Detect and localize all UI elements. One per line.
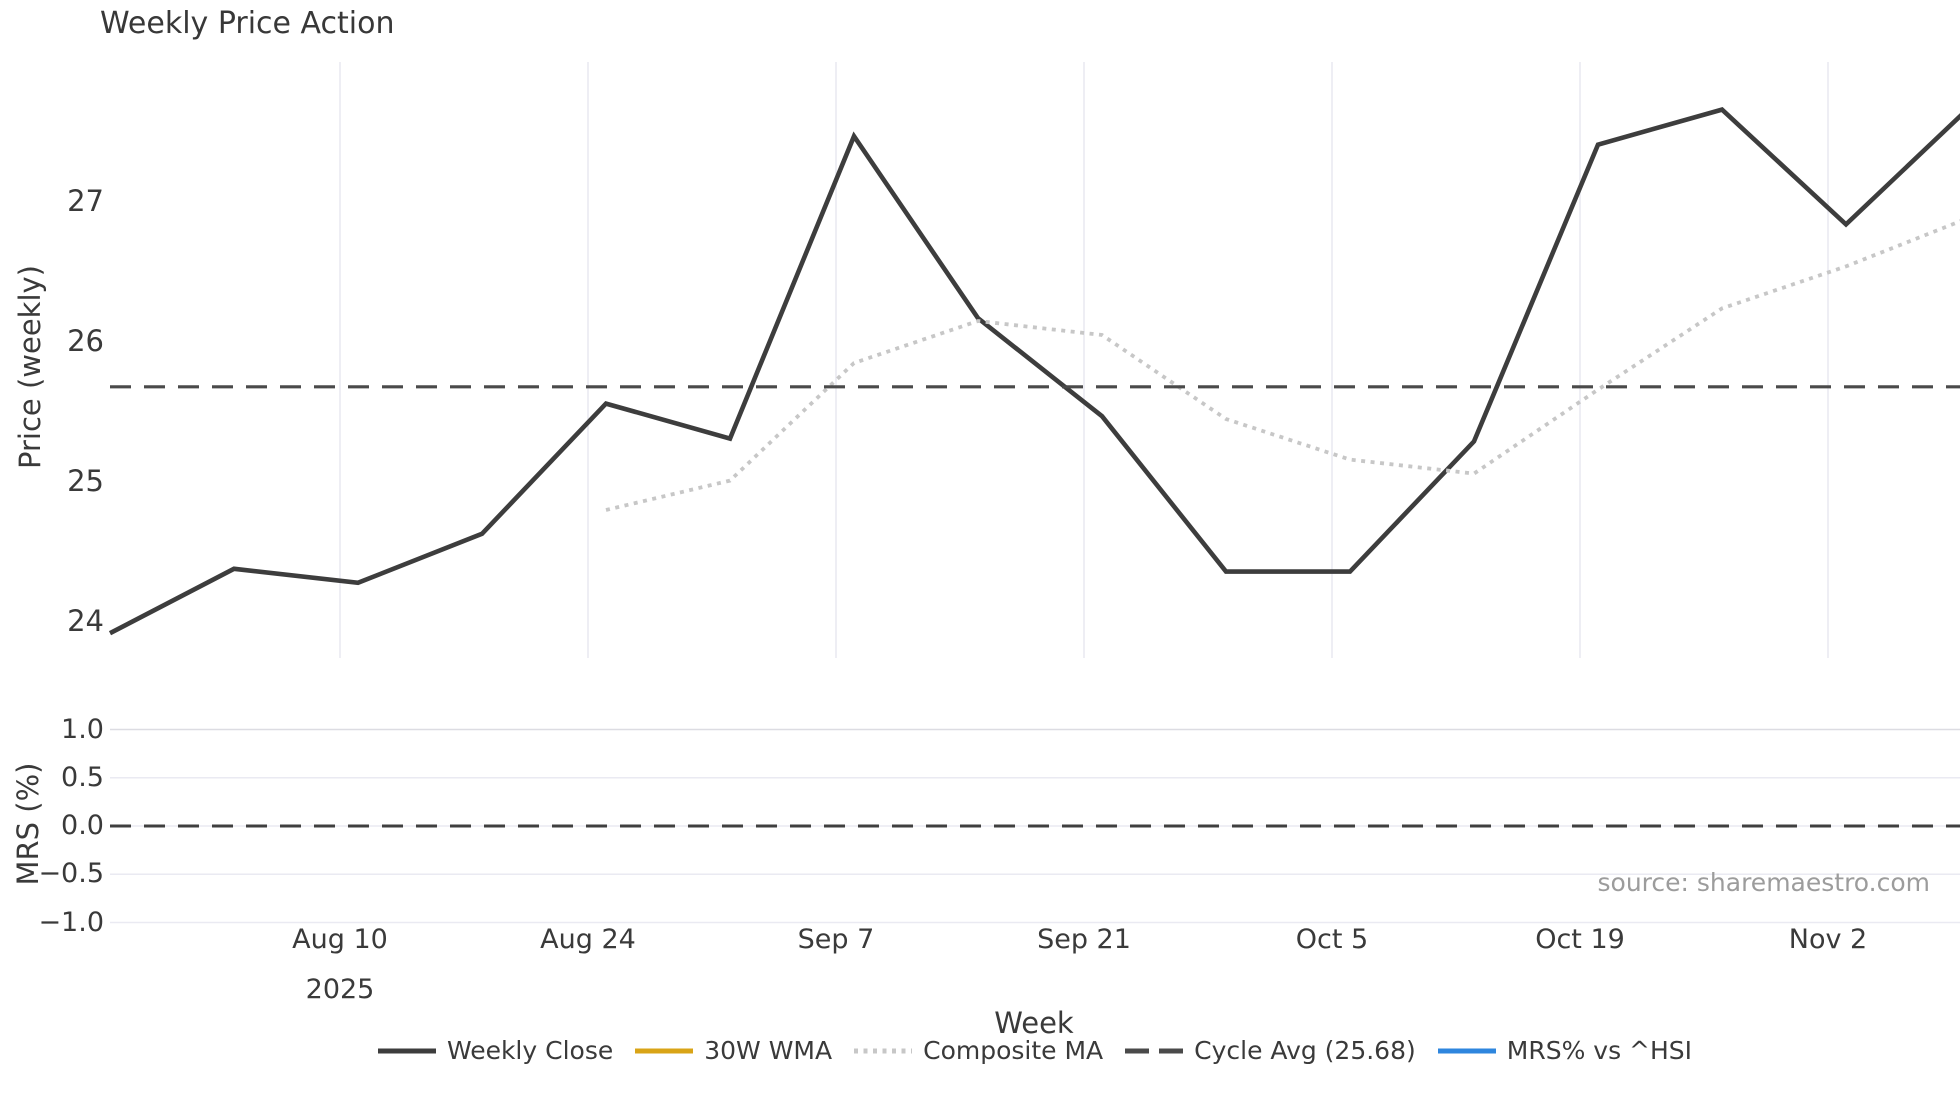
x-axis-label: Week <box>994 1006 1074 1040</box>
series-line-composite-ma <box>605 219 1960 512</box>
x-axis-year-label: 2025 <box>305 974 375 1005</box>
price-tick-25: 25 <box>67 464 104 498</box>
legend-item-mrs-vs-hsi: MRS% vs ^HSI <box>1437 1036 1693 1065</box>
legend-swatch-icon <box>854 1048 913 1053</box>
legend-label: MRS% vs ^HSI <box>1506 1036 1693 1065</box>
mrs-tick-0.5: 0.5 <box>61 761 104 793</box>
legend-swatch-icon <box>377 1048 436 1053</box>
series-line-weekly-close <box>108 107 1960 636</box>
mrs-tick--1: −1.0 <box>38 906 104 938</box>
price-tick-26: 26 <box>67 324 104 358</box>
chart-legend: Weekly Close 30W WMA Composite MA Cycle Avg… <box>0 1036 1960 1065</box>
x-tick-oct-19: Oct 19 <box>1535 924 1625 955</box>
price-tick-27: 27 <box>67 184 104 218</box>
x-tick-nov-2: Nov 2 <box>1788 924 1868 955</box>
legend-swatch-icon <box>635 1048 694 1053</box>
legend-label: Weekly Close <box>446 1036 614 1065</box>
price-tick-24: 24 <box>67 604 104 638</box>
legend-item-cycle-avg-25-68: Cycle Avg (25.68) <box>1125 1036 1416 1065</box>
legend-swatch-icon <box>1125 1048 1184 1053</box>
x-tick-aug-10: Aug 10 <box>292 924 388 955</box>
mrs-tick--0.5: −0.5 <box>38 858 104 890</box>
mrs-tick-0: 0.0 <box>61 810 104 841</box>
legend-item-weekly-close: Weekly Close <box>377 1036 614 1065</box>
x-tick-oct-5: Oct 5 <box>1295 924 1369 955</box>
legend-swatch-icon <box>1437 1048 1496 1053</box>
legend-label: Cycle Avg (25.68) <box>1194 1036 1416 1065</box>
chart-title: Weekly Price Action <box>100 6 395 41</box>
source-note: source: sharemaestro.com <box>1597 868 1931 897</box>
mrs-tick-1: 1.0 <box>61 713 104 745</box>
x-tick-sep-7: Sep 7 <box>797 924 875 955</box>
x-tick-sep-21: Sep 21 <box>1037 924 1131 955</box>
legend-label: 30W WMA <box>704 1036 833 1065</box>
x-tick-aug-24: Aug 24 <box>540 924 636 955</box>
legend-item-30w-wma: 30W WMA <box>635 1036 832 1065</box>
legend-item-composite-ma: Composite MA <box>854 1036 1103 1065</box>
legend-label: Composite MA <box>923 1036 1104 1065</box>
price-y-axis-label: Price (weekly) <box>13 264 47 470</box>
